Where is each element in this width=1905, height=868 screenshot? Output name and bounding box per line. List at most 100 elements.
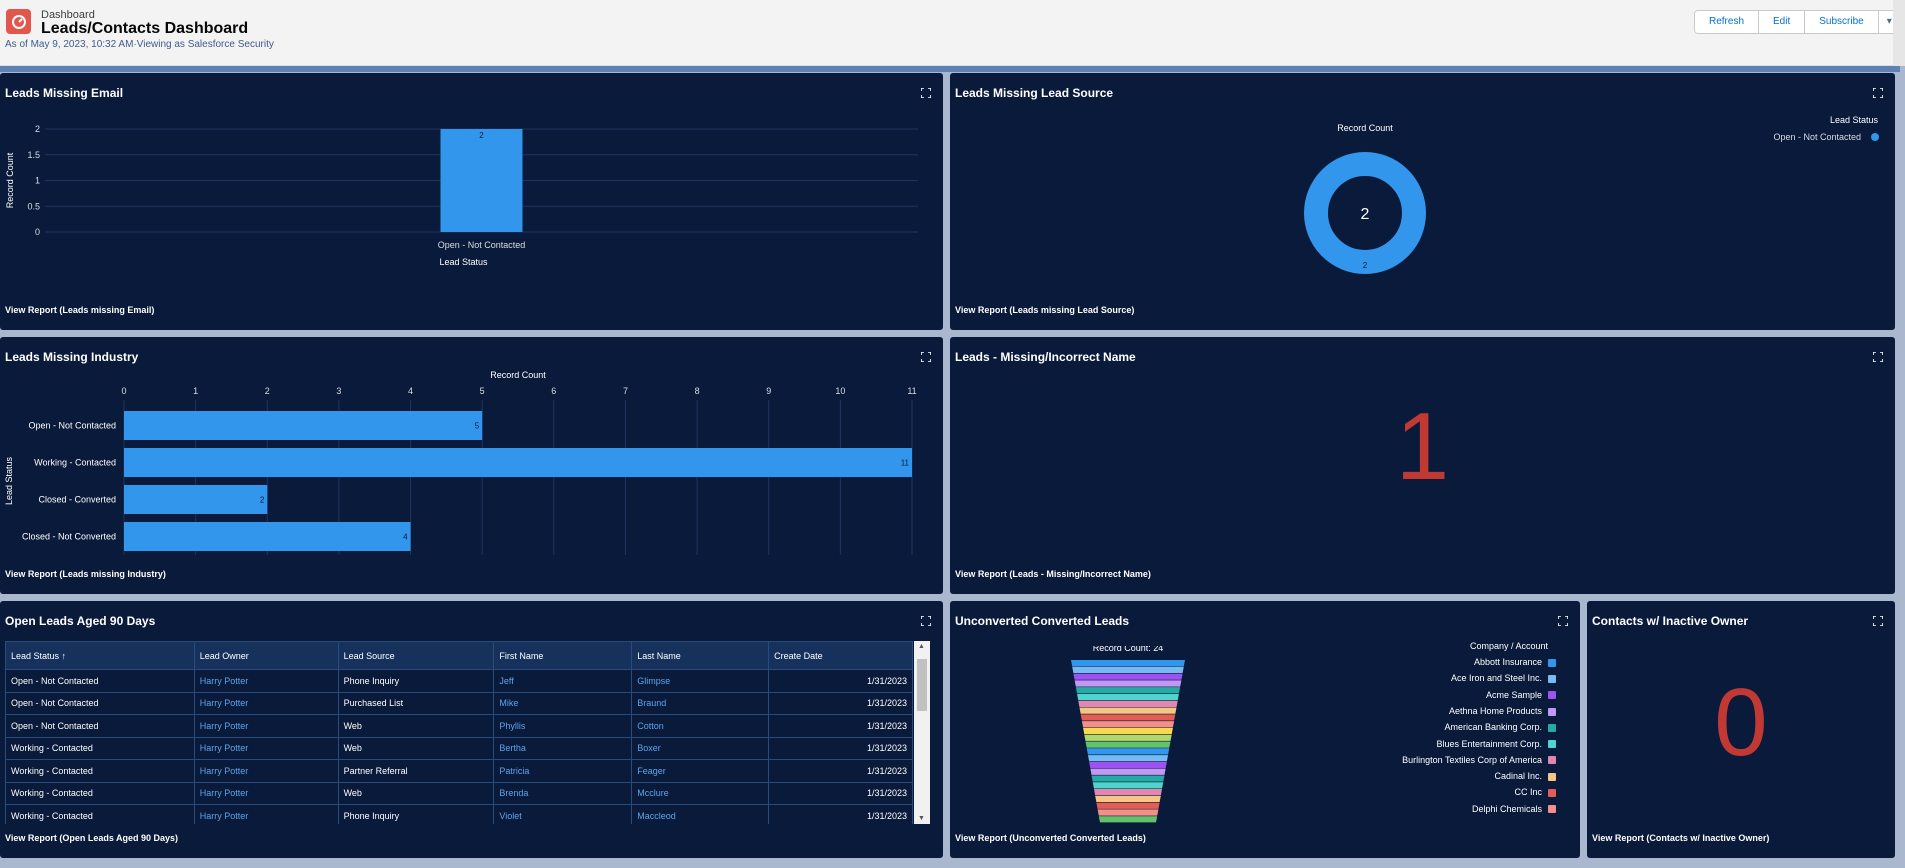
- aged-leads-table: Lead Status ↑ Lead Owner Lead Source Fir…: [5, 641, 913, 824]
- metric-value: 0: [1714, 669, 1768, 776]
- view-report-link[interactable]: View Report (Leads - Missing/Incorrect N…: [955, 569, 1151, 579]
- header-button-group: Refresh Edit Subscribe ▾: [1694, 10, 1901, 34]
- table-cell[interactable]: Harry Potter: [193, 759, 339, 783]
- table-row: Open - Not Contacted Harry Potter Purchase…: [5, 691, 913, 715]
- legend-item-label: Open - Not Contacted: [1773, 132, 1861, 142]
- table-cell[interactable]: Brenda: [493, 781, 633, 805]
- y-tick-label: Working - Contacted: [34, 458, 116, 468]
- view-report-link[interactable]: View Report (Leads missing Email): [5, 305, 155, 315]
- metric-value: 1: [1395, 393, 1450, 500]
- legend-swatch: [1548, 772, 1556, 781]
- bar: [124, 522, 411, 551]
- table-cell[interactable]: Patricia: [493, 759, 633, 783]
- view-report-link[interactable]: View Report (Leads missing Lead Source): [955, 305, 1135, 315]
- expand-icon[interactable]: [920, 349, 932, 363]
- table-cell: Working - Contacted: [5, 736, 195, 760]
- expand-icon[interactable]: [1557, 613, 1569, 627]
- chart-title: Record Count: [1337, 123, 1393, 133]
- table-cell[interactable]: Violet: [493, 804, 633, 824]
- column-header-lead-owner[interactable]: Lead Owner: [193, 641, 339, 670]
- panel-title: Open Leads Aged 90 Days: [5, 614, 156, 628]
- table-cell: 1/31/2023: [768, 781, 913, 805]
- scroll-up-icon[interactable]: ▲: [918, 643, 925, 650]
- x-axis-title: Lead Status: [439, 257, 488, 267]
- chart-title: Record Count: [490, 370, 546, 380]
- column-header-lead-source[interactable]: Lead Source: [337, 641, 495, 670]
- table-cell: Purchased List: [337, 691, 495, 715]
- page-scrollbar[interactable]: [1893, 0, 1905, 66]
- page-title: Leads/Contacts Dashboard: [41, 20, 249, 37]
- table-cell[interactable]: Feager: [631, 759, 770, 783]
- view-report-link[interactable]: View Report (Leads missing Industry): [5, 569, 166, 579]
- expand-icon[interactable]: [920, 85, 932, 99]
- chart-title: Record Count: 24: [1093, 646, 1164, 653]
- x-tick-label: 2: [265, 386, 270, 396]
- slice-data-label: 2: [1363, 261, 1368, 270]
- panel-title: Leads Missing Email: [5, 86, 124, 100]
- funnel-segment: [1096, 802, 1160, 809]
- table-cell[interactable]: Bertha: [493, 736, 633, 760]
- column-header-first-name[interactable]: First Name: [493, 641, 633, 670]
- expand-icon[interactable]: [1872, 613, 1884, 627]
- legend-item-label: Ace Iron and Steel Inc.: [1450, 673, 1542, 684]
- table-cell[interactable]: Cotton: [631, 714, 770, 738]
- panel-title: Leads Missing Lead Source: [955, 86, 1114, 100]
- panel-title: Leads Missing Industry: [5, 350, 139, 364]
- y-tick-label: 1.5: [27, 150, 40, 160]
- legend-item-label: Abbott Insurance: [1473, 657, 1542, 667]
- column-header-lead-status[interactable]: Lead Status ↑: [5, 641, 195, 670]
- view-report-link[interactable]: View Report (Unconverted Converted Leads…: [955, 833, 1146, 843]
- expand-icon[interactable]: [920, 613, 932, 627]
- expand-icon[interactable]: [1872, 85, 1884, 99]
- legend-swatch: [1548, 805, 1556, 814]
- scroll-thumb[interactable]: [917, 659, 927, 711]
- bar: [124, 448, 912, 477]
- table-cell[interactable]: Mcclure: [631, 781, 770, 805]
- bar-data-label: 5: [475, 422, 480, 431]
- table-row: Working - Contacted Harry Potter Partner R…: [5, 759, 913, 783]
- table-cell[interactable]: Boxer: [631, 736, 770, 760]
- table-scrollbar[interactable]: ▲ ▼: [914, 641, 930, 824]
- missing-email-chart: 2 1.5 1 0.5 0 2 Open - Not Contacted Lead Statu…: [5, 124, 918, 267]
- table-cell: Working - Contacted: [5, 781, 195, 805]
- panel-inactive-owner: Contacts w/ Inactive Owner 0 View Report…: [1587, 601, 1895, 858]
- table-row: Open - Not Contacted Harry Potter Phone In…: [5, 669, 913, 693]
- legend-item: Burlington Textiles Corp of America: [1402, 755, 1556, 765]
- x-tick-label: 10: [835, 386, 845, 396]
- funnel-segment: [1097, 809, 1159, 816]
- table-cell[interactable]: Braund: [631, 691, 770, 715]
- table-cell[interactable]: Phyllis: [493, 714, 633, 738]
- legend-item-label: American Banking Corp.: [1444, 722, 1542, 733]
- table-cell[interactable]: Harry Potter: [193, 804, 339, 824]
- view-report-link[interactable]: View Report (Open Leads Aged 90 Days): [5, 833, 179, 843]
- edit-button[interactable]: Edit: [1759, 11, 1806, 33]
- table-cell[interactable]: Mike: [493, 691, 633, 715]
- bar: [440, 129, 523, 232]
- funnel-segment: [1086, 748, 1170, 755]
- table-cell[interactable]: Glimpse: [631, 669, 770, 693]
- table-cell[interactable]: Harry Potter: [193, 669, 339, 693]
- y-tick-label: 0: [35, 227, 40, 237]
- unconverted-funnel-chart: Record Count: 24: [1071, 646, 1185, 823]
- funnel-segment: [1083, 727, 1173, 735]
- scroll-down-icon[interactable]: ▼: [918, 815, 925, 822]
- table-cell[interactable]: Harry Potter: [193, 691, 339, 715]
- view-report-link[interactable]: View Report (Contacts w/ Inactive Owner): [1592, 833, 1770, 843]
- table-cell[interactable]: Jeff: [493, 669, 633, 693]
- table-cell[interactable]: Harry Potter: [193, 736, 339, 760]
- column-header-create-date[interactable]: Create Date: [768, 641, 913, 670]
- x-tick-label: 1: [193, 386, 198, 396]
- table-cell[interactable]: Harry Potter: [193, 714, 339, 738]
- table-cell[interactable]: Maccleod: [631, 804, 770, 824]
- funnel-segment: [1079, 707, 1177, 714]
- x-tick-label: 0: [121, 386, 126, 396]
- subscribe-button[interactable]: Subscribe: [1805, 11, 1879, 33]
- funnel-segment: [1077, 693, 1179, 701]
- legend-item: CC Inc: [1514, 787, 1556, 797]
- legend-item: Delphi Chemicals: [1472, 804, 1556, 814]
- refresh-button[interactable]: Refresh: [1695, 11, 1760, 33]
- column-header-last-name[interactable]: Last Name: [631, 641, 770, 670]
- table-cell[interactable]: Harry Potter: [193, 781, 339, 805]
- expand-icon[interactable]: [1872, 349, 1884, 363]
- y-tick-label: Closed - Not Converted: [22, 532, 116, 542]
